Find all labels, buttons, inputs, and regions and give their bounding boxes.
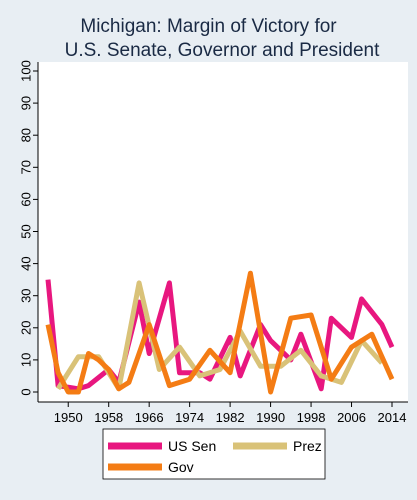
legend-label: Prez (293, 438, 322, 454)
x-tick-label: 1982 (216, 410, 245, 425)
y-tick-label: 30 (19, 288, 34, 302)
y-tick-label: 80 (19, 128, 34, 142)
y-tick-label: 20 (19, 321, 34, 335)
legend-label: Gov (168, 459, 194, 475)
series-layer (45, 270, 395, 395)
y-tick-label: 90 (19, 96, 34, 110)
x-tick-label: 1974 (175, 410, 204, 425)
x-tick-label: 2014 (378, 410, 407, 425)
x-tick-label: 1966 (135, 410, 164, 425)
plot-area (38, 62, 408, 402)
x-tick-label: 1990 (256, 410, 285, 425)
chart-title: Michigan: Margin of Victory for (80, 16, 337, 37)
x-tick-label: 2006 (337, 410, 366, 425)
y-tick-label: 40 (19, 256, 34, 270)
y-tick-label: 10 (19, 353, 34, 367)
y-tick-label: 100 (19, 60, 34, 82)
y-tick-label: 60 (19, 192, 34, 206)
x-tick-label: 1998 (297, 410, 326, 425)
x-tick-label: 1958 (94, 410, 123, 425)
y-tick-label: 50 (19, 224, 34, 238)
legend-box (102, 428, 326, 480)
y-tick-label: 0 (19, 388, 34, 395)
legend-label: US Sen (168, 438, 216, 454)
y-tick-label: 70 (19, 160, 34, 174)
x-tick-label: 1950 (54, 410, 83, 425)
axes-layer: 0 10 20 30 40 50 60 70 80 90 100 1950 1958 1966 1974 19… (19, 60, 408, 425)
legend: US Sen Prez Gov (108, 438, 322, 475)
series-line-gov (45, 270, 395, 395)
chart-subtitle: U.S. Senate, Governor and President (65, 40, 380, 61)
